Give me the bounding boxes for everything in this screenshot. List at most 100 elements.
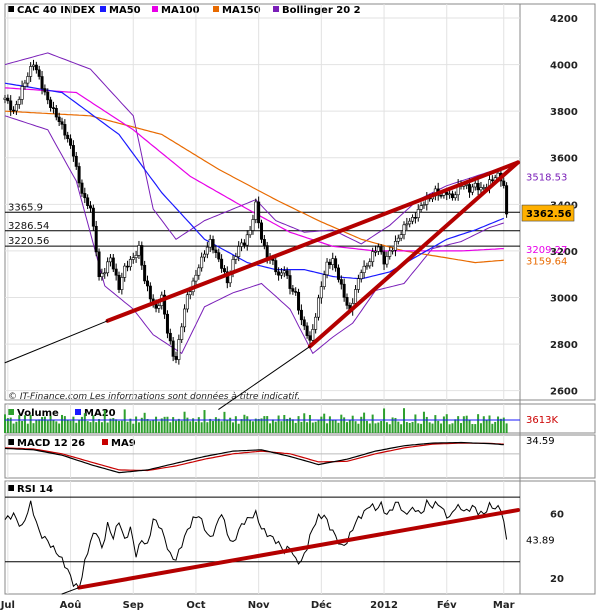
volume-bar — [343, 417, 346, 433]
volume-bar — [69, 420, 72, 433]
volume-bar — [368, 423, 371, 433]
x-tick-label: Mar — [493, 600, 515, 611]
rsi-panel: 20 60 43.89 — [4, 496, 564, 595]
candle-body — [422, 204, 426, 206]
volume-bar — [371, 414, 374, 433]
volume-bar — [243, 414, 246, 433]
candle-body — [143, 264, 147, 282]
candle-body — [248, 230, 252, 236]
volume-bar — [277, 415, 280, 433]
volume-bar — [78, 419, 81, 433]
volume-bar — [200, 422, 203, 433]
candle-body — [302, 319, 306, 327]
candle-body — [205, 246, 209, 255]
price-y-tick-label: 2800 — [550, 340, 578, 351]
candle-body — [319, 286, 323, 299]
volume-bar — [465, 415, 468, 433]
price-y-tick-label: 2600 — [550, 387, 578, 398]
volume-bar — [297, 416, 300, 433]
candle-body — [3, 97, 7, 100]
candle-body — [359, 272, 363, 279]
volume-bar — [234, 416, 237, 433]
volume-bar — [103, 409, 106, 433]
x-tick-label: Oct — [186, 600, 205, 611]
candle-body — [126, 265, 130, 268]
volume-bar — [451, 423, 454, 433]
macd-value-label: 34.59 — [526, 436, 555, 447]
volume-bar — [55, 421, 58, 433]
volume-bar — [462, 416, 465, 433]
volume-bar — [95, 422, 98, 433]
volume-bar — [274, 421, 277, 433]
volume-bar — [403, 408, 405, 433]
price-y-tick-label: 3800 — [550, 107, 578, 118]
price-level-label: 3220.56 — [8, 236, 49, 247]
volume-bar — [257, 418, 260, 433]
volume-bar — [23, 415, 26, 433]
candle-body — [419, 205, 423, 210]
x-tick-label: Fév — [437, 599, 457, 611]
volume-bar — [340, 414, 343, 433]
volume-bar — [468, 419, 471, 433]
candle-body — [234, 256, 238, 260]
candle-body — [180, 326, 184, 340]
price-trendline — [218, 345, 311, 410]
legend-swatch-ma50 — [100, 6, 106, 12]
candle-body — [123, 265, 127, 278]
candle-body — [297, 291, 301, 311]
price-y-tick-label: 4200 — [550, 14, 578, 25]
candle-body — [208, 239, 212, 248]
volume-bar — [38, 419, 41, 433]
candle-body — [128, 259, 132, 268]
legend-swatch-volume — [8, 409, 14, 415]
volume-bar — [240, 419, 243, 433]
candle-body — [325, 261, 329, 276]
candle-body — [69, 138, 73, 146]
candle-body — [211, 239, 215, 251]
legend-swatch-volume-ma20 — [75, 409, 81, 415]
volume-bar — [129, 418, 132, 433]
volume-bar — [126, 421, 129, 433]
volume-bar — [9, 417, 12, 433]
volume-bar — [61, 414, 63, 433]
volume-bar — [152, 419, 155, 433]
candle-body — [188, 291, 192, 296]
volume-bar — [6, 418, 9, 433]
candle-body — [217, 252, 221, 260]
volume-bar — [434, 415, 437, 433]
volume-bar — [146, 419, 149, 433]
candle-body — [94, 225, 98, 253]
legend-label-ma50: MA50 — [109, 5, 141, 16]
volume-bar — [72, 416, 75, 433]
candle-body — [308, 335, 312, 341]
volume-bar — [308, 414, 311, 433]
candle-body — [117, 274, 121, 290]
candle-body — [262, 239, 266, 246]
candle-body — [6, 97, 10, 102]
candle-body — [43, 88, 47, 93]
volume-bar — [303, 413, 306, 433]
volume-bar — [291, 419, 294, 433]
candle-body — [388, 250, 392, 257]
volume-bar — [209, 418, 212, 433]
volume-bar — [46, 420, 49, 433]
candle-body — [49, 99, 53, 108]
volume-bar — [237, 423, 240, 433]
volume-bar — [385, 422, 388, 433]
candle-body — [299, 309, 303, 321]
volume-bar — [334, 420, 337, 433]
volume-bar — [189, 421, 192, 433]
candle-body — [305, 325, 309, 336]
volume-bar — [300, 421, 303, 433]
x-tick-label: Aoû — [60, 599, 82, 611]
volume-bar — [246, 416, 249, 433]
legend-swatch-macd — [8, 439, 14, 445]
volume-bar — [98, 419, 101, 433]
candle-body — [242, 242, 246, 246]
candle-body — [174, 356, 178, 360]
candle-body — [365, 265, 369, 268]
macd-signal-line — [4, 442, 504, 472]
legend-swatch-price — [8, 6, 14, 12]
volume-bar — [482, 416, 485, 433]
volume-bar — [49, 415, 52, 433]
